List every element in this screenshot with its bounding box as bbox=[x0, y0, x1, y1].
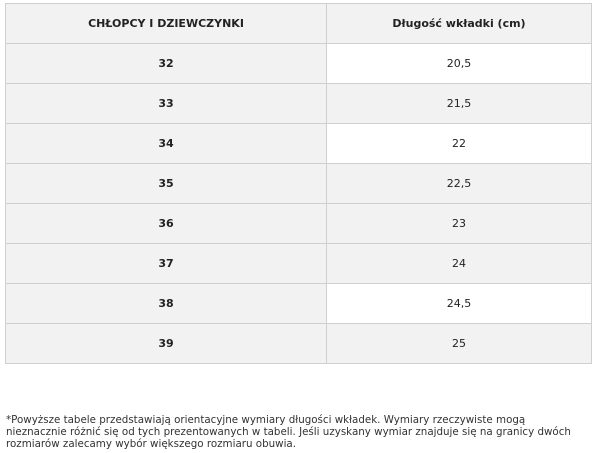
table-row: 39 25 bbox=[5, 323, 592, 364]
table-row: 37 24 bbox=[5, 243, 592, 284]
size-cell: 34 bbox=[5, 123, 327, 164]
size-cell: 37 bbox=[5, 243, 327, 284]
table-row: 35 22,5 bbox=[5, 163, 592, 204]
size-cell: 33 bbox=[5, 83, 327, 124]
table-row: 33 21,5 bbox=[5, 83, 592, 124]
footnote: *Powyższe tabele przedstawiają orientacy… bbox=[6, 414, 571, 450]
table-body: 32 20,5 33 21,5 34 22 35 22,5 36 23 37 24 38 24,5 39 25 bbox=[5, 43, 592, 364]
header-cell: Długość wkładki (cm) bbox=[326, 3, 592, 44]
header-row: CHŁOPCY I DZIEWCZYNKI Długość wkładki (c… bbox=[5, 3, 592, 44]
size-table: CHŁOPCY I DZIEWCZYNKI Długość wkładki (c… bbox=[5, 3, 592, 364]
size-cell: 39 bbox=[5, 323, 327, 364]
size-cell: 38 bbox=[5, 283, 327, 324]
table-row: 34 22 bbox=[5, 123, 592, 164]
size-cell: 36 bbox=[5, 203, 327, 244]
length-cell: 22 bbox=[326, 123, 592, 164]
length-cell: 22,5 bbox=[326, 163, 592, 204]
table-row: 32 20,5 bbox=[5, 43, 592, 84]
footnote-line: rozmiarów zalecamy wybór większego rozmi… bbox=[6, 438, 297, 450]
length-cell: 23 bbox=[326, 203, 592, 244]
table-header: CHŁOPCY I DZIEWCZYNKI Długość wkładki (c… bbox=[5, 3, 592, 44]
length-cell: 24 bbox=[326, 243, 592, 284]
header-cell: CHŁOPCY I DZIEWCZYNKI bbox=[5, 3, 327, 44]
length-cell: 20,5 bbox=[326, 43, 592, 84]
size-cell: 35 bbox=[5, 163, 327, 204]
length-cell: 25 bbox=[326, 323, 592, 364]
size-cell: 32 bbox=[5, 43, 327, 84]
footnote-line: *Powyższe tabele przedstawiają orientacy… bbox=[6, 414, 526, 426]
length-cell: 24,5 bbox=[326, 283, 592, 324]
table-row: 38 24,5 bbox=[5, 283, 592, 324]
length-cell: 21,5 bbox=[326, 83, 592, 124]
table-row: 36 23 bbox=[5, 203, 592, 244]
footnote-line: nieznacznie różnić się od tych prezentow… bbox=[6, 426, 571, 438]
